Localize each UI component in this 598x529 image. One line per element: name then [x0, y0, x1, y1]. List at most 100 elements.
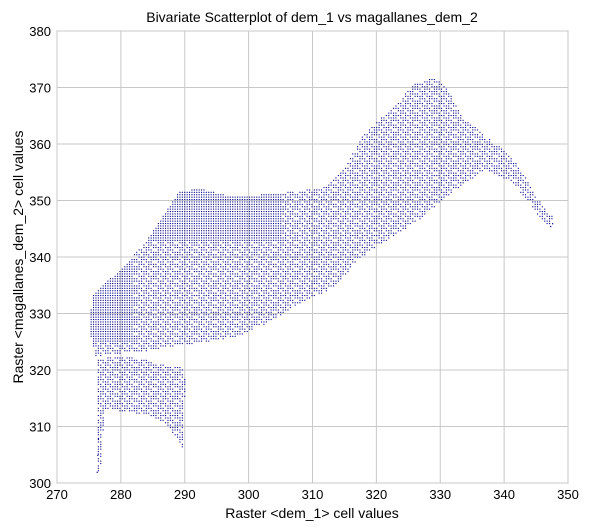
data-point [196, 249, 198, 251]
data-point [265, 211, 267, 213]
data-point [201, 311, 203, 313]
data-point [129, 263, 131, 265]
data-point [213, 244, 215, 246]
data-point [162, 415, 164, 417]
data-point [145, 249, 147, 251]
data-point [105, 328, 107, 330]
data-point [165, 302, 167, 304]
data-point [102, 343, 104, 345]
data-point [318, 292, 320, 294]
data-point [119, 287, 121, 289]
data-point [174, 295, 176, 297]
data-point [225, 225, 227, 227]
data-point [265, 271, 267, 273]
data-point [145, 398, 147, 400]
data-point [141, 371, 143, 373]
data-point [136, 304, 138, 306]
data-point [121, 314, 123, 316]
data-point [105, 285, 107, 287]
data-point [97, 441, 99, 443]
data-point [193, 206, 195, 208]
data-point [133, 278, 135, 280]
data-point [198, 256, 200, 258]
data-point [100, 347, 102, 349]
data-point [282, 208, 284, 210]
data-point [155, 367, 157, 369]
data-point [237, 295, 239, 297]
data-point [97, 400, 99, 402]
data-point [227, 232, 229, 234]
data-point [340, 194, 342, 196]
data-point [155, 239, 157, 241]
data-point [126, 388, 128, 390]
data-point [285, 194, 287, 196]
data-point [292, 275, 294, 277]
data-point [273, 208, 275, 210]
data-point [241, 304, 243, 306]
data-point [179, 218, 181, 220]
data-point [313, 244, 315, 246]
data-point [184, 381, 186, 383]
data-point [210, 278, 212, 280]
data-point [304, 232, 306, 234]
data-point [181, 323, 183, 325]
data-point [179, 199, 181, 201]
data-point [232, 251, 234, 253]
data-point [186, 314, 188, 316]
data-point [208, 259, 210, 261]
data-point [186, 283, 188, 285]
data-point [102, 297, 104, 299]
data-point [112, 283, 114, 285]
data-point [213, 311, 215, 313]
data-point [220, 285, 222, 287]
data-point [227, 215, 229, 217]
data-point [117, 275, 119, 277]
data-point [136, 371, 138, 373]
data-point [136, 379, 138, 381]
data-point [97, 326, 99, 328]
data-point [227, 211, 229, 213]
data-point [121, 299, 123, 301]
data-point [232, 299, 234, 301]
data-point [181, 196, 183, 198]
data-point [318, 196, 320, 198]
data-point [282, 275, 284, 277]
data-point [201, 242, 203, 244]
data-point [196, 225, 198, 227]
data-point [196, 271, 198, 273]
data-point [292, 263, 294, 265]
data-point [189, 251, 191, 253]
data-point [189, 304, 191, 306]
data-point [114, 316, 116, 318]
data-point [181, 417, 183, 419]
data-point [124, 307, 126, 309]
data-point [177, 203, 179, 205]
data-point [213, 199, 215, 201]
data-point [285, 263, 287, 265]
data-point [114, 290, 116, 292]
data-point [323, 287, 325, 289]
data-point [301, 263, 303, 265]
data-point [181, 220, 183, 222]
data-point [189, 254, 191, 256]
data-point [325, 249, 327, 251]
data-point [186, 316, 188, 318]
data-point [208, 307, 210, 309]
data-point [196, 338, 198, 340]
data-point [297, 206, 299, 208]
data-point [244, 309, 246, 311]
data-point [316, 275, 318, 277]
data-point [189, 287, 191, 289]
data-point [177, 230, 179, 232]
data-point [280, 215, 282, 217]
data-point [321, 235, 323, 237]
data-point [294, 283, 296, 285]
data-point [277, 242, 279, 244]
data-point [174, 405, 176, 407]
data-point [232, 201, 234, 203]
data-point [275, 235, 277, 237]
data-point [246, 220, 248, 222]
data-point [265, 319, 267, 321]
data-point [100, 434, 102, 436]
data-point [258, 230, 260, 232]
